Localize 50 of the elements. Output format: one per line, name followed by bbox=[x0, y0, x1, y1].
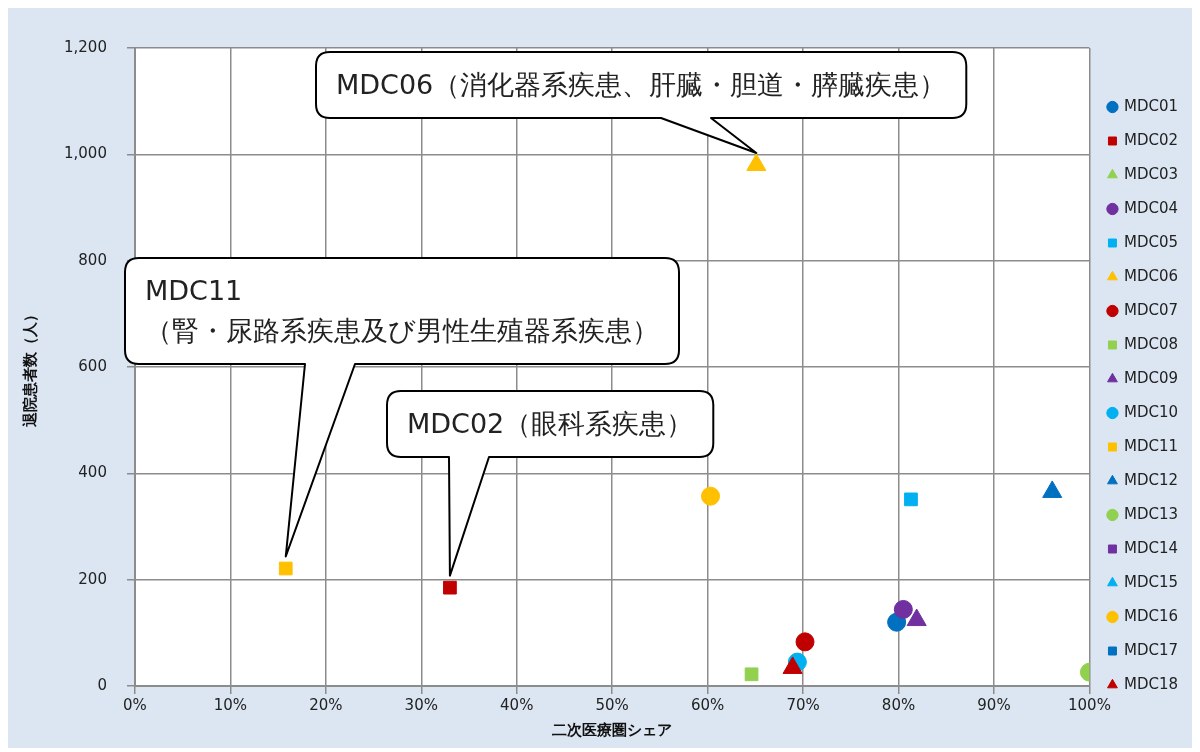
legend-label: MDC13 bbox=[1123, 504, 1179, 523]
point bbox=[893, 599, 913, 619]
legend-label: MDC18 bbox=[1123, 674, 1179, 693]
point bbox=[1042, 480, 1063, 498]
legend-label: MDC17 bbox=[1123, 640, 1179, 659]
point bbox=[443, 580, 457, 595]
point bbox=[744, 667, 759, 682]
legend-label: MDC03 bbox=[1123, 164, 1179, 183]
legend-label: MDC12 bbox=[1123, 470, 1179, 489]
x-tick-label: 60% bbox=[690, 695, 725, 714]
y-tick-label: 800 bbox=[78, 250, 107, 269]
x-axis-title: 二次医療圏シェア bbox=[552, 720, 673, 739]
legend-label: MDC14 bbox=[1123, 538, 1179, 557]
x-tick-label: 100% bbox=[1068, 695, 1111, 714]
x-tick-label: 0% bbox=[123, 695, 147, 714]
y-axis-title: 退院患者数（人） bbox=[20, 307, 39, 428]
point bbox=[795, 632, 815, 652]
legend-label: MDC15 bbox=[1123, 572, 1179, 591]
x-tick-label: 80% bbox=[881, 695, 916, 714]
x-tick-label: 50% bbox=[595, 695, 629, 714]
annotation: MDC06（消化器系疾患、肝臓・胆道・膵臓疾患） bbox=[336, 68, 947, 102]
y-tick-label: 1,200 bbox=[63, 37, 107, 56]
y-tick-label: 1,000 bbox=[63, 144, 107, 163]
y-tick-label: 400 bbox=[78, 463, 107, 482]
x-tick-label: 70% bbox=[786, 695, 820, 714]
legend-label: MDC02 bbox=[1123, 130, 1179, 149]
point bbox=[278, 561, 293, 576]
y-tick-label: 200 bbox=[78, 569, 107, 588]
legend-label: MDC01 bbox=[1123, 96, 1179, 115]
point bbox=[701, 486, 721, 506]
x-tick-label: 90% bbox=[977, 695, 1011, 714]
legend-label: MDC08 bbox=[1123, 334, 1179, 353]
y-tick-label: 600 bbox=[78, 356, 107, 375]
legend-label: MDC06 bbox=[1123, 266, 1179, 285]
x-tick-label: 20% bbox=[309, 695, 343, 714]
x-tick-label: 30% bbox=[404, 695, 438, 714]
legend-label: MDC09 bbox=[1123, 368, 1179, 387]
annotation: MDC11 （腎・尿路系疾患及び男性生殖器系疾患） bbox=[145, 274, 659, 348]
x-tick-label: 40% bbox=[500, 695, 534, 714]
y-tick-label: 0 bbox=[97, 675, 107, 694]
point bbox=[746, 153, 767, 171]
x-tick-label: 10% bbox=[213, 695, 248, 714]
legend-label: MDC11 bbox=[1123, 436, 1179, 455]
point bbox=[904, 492, 918, 507]
legend-label: MDC07 bbox=[1123, 300, 1179, 319]
legend-label: MDC16 bbox=[1123, 606, 1179, 625]
annotation: MDC02（眼科系疾患） bbox=[407, 407, 694, 441]
legend-label: MDC10 bbox=[1123, 402, 1179, 421]
legend-label: MDC05 bbox=[1123, 232, 1179, 251]
legend-label: MDC04 bbox=[1123, 198, 1179, 217]
